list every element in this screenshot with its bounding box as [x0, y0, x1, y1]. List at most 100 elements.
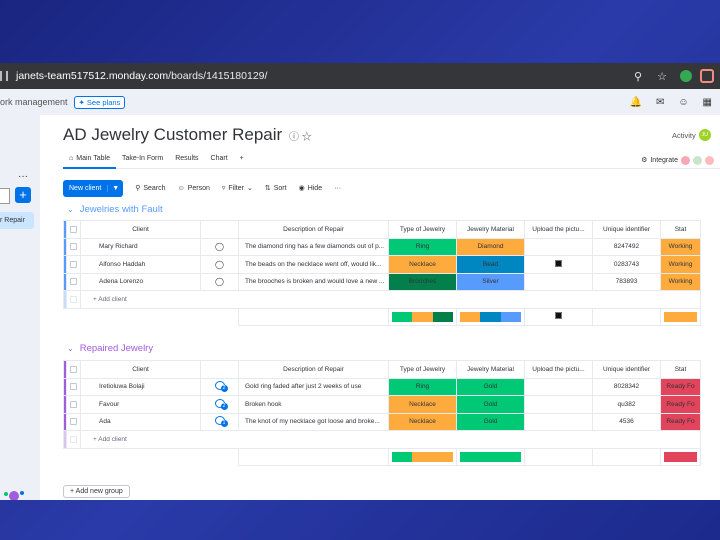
uid-cell[interactable]: 0283743	[592, 255, 661, 274]
status-label[interactable]: Working	[660, 237, 701, 256]
column-header-status[interactable]: Stat	[660, 360, 701, 379]
description-cell[interactable]: The brooches is broken and would love a …	[238, 272, 389, 291]
type-summary[interactable]	[388, 307, 457, 326]
description-cell[interactable]: The beads on the necklace went off, woul…	[238, 255, 389, 274]
chevron-down-icon[interactable]: ⌄	[67, 205, 74, 214]
uid-cell[interactable]: qu382	[592, 395, 661, 414]
sort-button[interactable]: ⇅ Sort	[264, 184, 287, 193]
updates-icon[interactable]: 1	[200, 412, 239, 431]
row-checkbox[interactable]	[66, 377, 81, 396]
column-header-type[interactable]: Type of Jewelry	[388, 220, 457, 239]
status-summary[interactable]	[660, 447, 701, 466]
inbox-icon[interactable]: ✉	[655, 96, 665, 108]
tab-take-in-form[interactable]: Take-In Form	[121, 154, 164, 162]
table-row[interactable]: Alfonso Haddah ◯ The beads on the neckla…	[63, 255, 701, 274]
upload-cell[interactable]	[524, 377, 593, 396]
activity-button[interactable]: Activity JU	[672, 129, 711, 141]
add-update-icon[interactable]: ◯	[200, 272, 239, 291]
type-label[interactable]: Necklace	[388, 255, 457, 274]
row-checkbox[interactable]	[66, 412, 81, 431]
add-client-button[interactable]: + Add client	[80, 290, 701, 309]
uid-cell[interactable]: 783893	[592, 272, 661, 291]
add-client-button[interactable]: + Add client	[80, 430, 701, 449]
extensions-icon[interactable]	[700, 69, 714, 83]
site-info-icon[interactable]	[0, 71, 8, 81]
group-title-jewelries-with-fault[interactable]: ⌄ Jewelries with Fault	[67, 204, 163, 215]
material-label[interactable]: Bead	[456, 255, 525, 274]
status-summary[interactable]	[660, 307, 701, 326]
see-plans-button[interactable]: ✦ See plans	[73, 95, 126, 109]
more-options-button[interactable]: ···	[334, 184, 342, 192]
add-view-button[interactable]: +	[239, 154, 244, 162]
material-summary[interactable]	[456, 447, 525, 466]
client-cell[interactable]: Mary Richard	[80, 237, 201, 256]
row-checkbox[interactable]	[66, 255, 81, 274]
person-filter-button[interactable]: ☺ Person	[177, 184, 210, 192]
add-update-icon[interactable]: ◯	[200, 237, 239, 256]
search-button[interactable]: ⚲ Search	[135, 184, 166, 193]
sidebar-add-button[interactable]: +	[15, 187, 31, 203]
add-update-icon[interactable]: ◯	[200, 255, 239, 274]
description-cell[interactable]: The knot of my necklace got loose and br…	[238, 412, 389, 431]
client-cell[interactable]: Alfonso Haddah	[80, 255, 201, 274]
updates-icon[interactable]: 2	[200, 395, 239, 414]
column-header-client[interactable]: Client	[80, 360, 201, 379]
material-label[interactable]: Gold	[456, 377, 525, 396]
status-label[interactable]: Ready Fo	[660, 377, 701, 396]
board-title[interactable]: AD Jewelry Customer Repair	[63, 125, 283, 144]
client-cell[interactable]: Ada	[80, 412, 201, 431]
uid-cell[interactable]: 8028342	[592, 377, 661, 396]
chevron-down-icon[interactable]: ▼	[107, 184, 123, 192]
table-row[interactable]: Ada 1 The knot of my necklace got loose …	[63, 412, 701, 431]
type-label[interactable]: Necklace	[388, 395, 457, 414]
column-header-uid[interactable]: Unique identifier	[592, 220, 661, 239]
hide-button[interactable]: ◉ Hide	[298, 184, 323, 193]
select-all-checkbox[interactable]	[66, 360, 81, 379]
table-row[interactable]: Iretioluwa Bolaji 2 Gold ring faded afte…	[63, 377, 701, 396]
integrate-button[interactable]: ⚙ Integrate	[641, 155, 714, 165]
add-new-group-button[interactable]: + Add new group	[63, 485, 130, 498]
type-label[interactable]: Brooches	[388, 272, 457, 291]
row-checkbox[interactable]	[66, 395, 81, 414]
material-label[interactable]: Silver	[456, 272, 525, 291]
upload-cell[interactable]	[524, 237, 593, 256]
filter-button[interactable]: ▿ Filter ⌄	[221, 184, 253, 193]
uid-cell[interactable]: 4536	[592, 412, 661, 431]
upload-cell[interactable]	[524, 395, 593, 414]
group-title-repaired-jewelry[interactable]: ⌄ Repaired Jewelry	[67, 343, 154, 354]
tab-results[interactable]: Results	[175, 154, 199, 162]
status-label[interactable]: Working	[660, 272, 701, 291]
column-header-material[interactable]: Jewelry Material	[456, 360, 525, 379]
type-label[interactable]: Ring	[388, 377, 457, 396]
add-client-row[interactable]: + Add client	[63, 290, 701, 309]
info-icon[interactable]: ⓘ	[289, 132, 299, 143]
column-header-uid[interactable]: Unique identifier	[592, 360, 661, 379]
add-client-row[interactable]: + Add client	[63, 430, 701, 449]
table-row[interactable]: Mary Richard ◯ The diamond ring has a fe…	[63, 237, 701, 256]
type-summary[interactable]	[388, 447, 457, 466]
column-header-status[interactable]: Stat	[660, 220, 701, 239]
new-client-button[interactable]: New client ▼	[63, 179, 124, 197]
upload-cell[interactable]	[524, 272, 593, 291]
status-label[interactable]: Ready Fo	[660, 412, 701, 431]
chevron-down-icon[interactable]: ⌄	[67, 344, 74, 353]
upload-cell[interactable]	[524, 255, 593, 274]
bookmark-star-icon[interactable]: ☆	[657, 70, 667, 83]
row-checkbox[interactable]	[66, 237, 81, 256]
table-row[interactable]: Favour 2 Broken hook Necklace Gold qu382…	[63, 395, 701, 414]
client-cell[interactable]: Iretioluwa Bolaji	[80, 377, 201, 396]
column-header-upload[interactable]: Upload the pictu...	[524, 360, 593, 379]
select-all-checkbox[interactable]	[66, 220, 81, 239]
sidebar-item-board[interactable]: r Repair	[0, 212, 34, 229]
type-label[interactable]: Ring	[388, 237, 457, 256]
client-cell[interactable]: Adena Lorenzo	[80, 272, 201, 291]
address-bar[interactable]: janets-team517512.monday.com/boards/1415…	[0, 63, 720, 89]
type-label[interactable]: Necklace	[388, 412, 457, 431]
tab-main-table[interactable]: ⌂ Main Table	[63, 152, 116, 169]
invite-members-icon[interactable]: ☺	[678, 96, 689, 108]
client-cell[interactable]: Favour	[80, 395, 201, 414]
file-thumbnail-icon[interactable]	[555, 259, 562, 267]
description-cell[interactable]: The diamond ring has a few diamonds out …	[238, 237, 389, 256]
notifications-bell-icon[interactable]: 🔔	[629, 96, 642, 108]
column-header-material[interactable]: Jewelry Material	[456, 220, 525, 239]
